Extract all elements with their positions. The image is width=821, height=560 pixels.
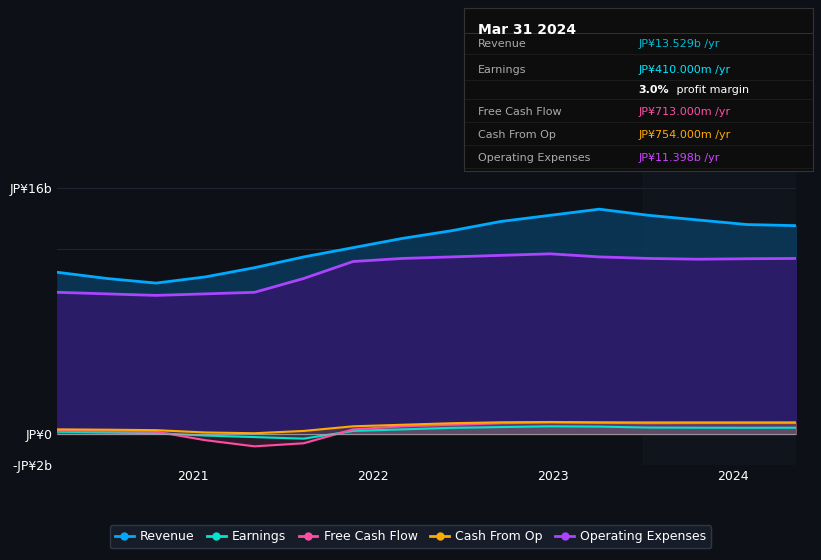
Text: 3.0%: 3.0%	[639, 85, 669, 95]
Text: JP¥713.000m /yr: JP¥713.000m /yr	[639, 108, 731, 118]
Text: Earnings: Earnings	[478, 65, 526, 75]
Bar	[643, 157, 796, 465]
Text: JP¥754.000m /yr: JP¥754.000m /yr	[639, 130, 731, 140]
Text: JP¥11.398b /yr: JP¥11.398b /yr	[639, 153, 720, 163]
Text: JP¥13.529b /yr: JP¥13.529b /yr	[639, 39, 720, 49]
Text: Free Cash Flow: Free Cash Flow	[478, 108, 562, 118]
Legend: Revenue, Earnings, Free Cash Flow, Cash From Op, Operating Expenses: Revenue, Earnings, Free Cash Flow, Cash …	[110, 525, 711, 548]
Text: Revenue: Revenue	[478, 39, 526, 49]
Text: Operating Expenses: Operating Expenses	[478, 153, 590, 163]
Text: Mar 31 2024: Mar 31 2024	[478, 23, 576, 37]
Text: JP¥410.000m /yr: JP¥410.000m /yr	[639, 65, 731, 75]
Text: profit margin: profit margin	[673, 85, 750, 95]
Text: Cash From Op: Cash From Op	[478, 130, 556, 140]
